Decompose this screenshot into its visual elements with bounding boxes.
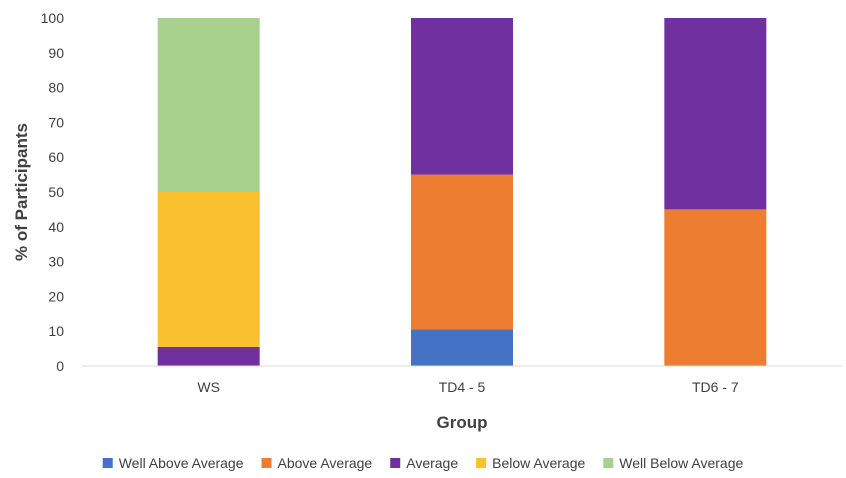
bar-segment-average: [664, 18, 767, 210]
bar-segment-above-average: [411, 174, 513, 330]
x-tick-label: TD6 - 7: [692, 379, 739, 395]
x-axis-title: Group: [437, 413, 488, 432]
bar-segment-well-above-average: [411, 329, 513, 366]
y-tick-label: 100: [41, 10, 65, 26]
x-axis-ticks: WS TD4 - 5 TD6 - 7: [197, 379, 738, 395]
legend: Well Above Average Above Average Average Be…: [102, 455, 743, 471]
bar-segment-average: [157, 346, 260, 366]
legend-swatch: [476, 458, 487, 468]
y-tick-label: 50: [48, 184, 64, 200]
legend-swatch: [603, 458, 614, 468]
legend-swatch: [102, 458, 113, 468]
legend-swatch: [390, 458, 401, 468]
x-tick-label: TD4 - 5: [439, 379, 486, 395]
legend-label: Average: [406, 455, 458, 471]
y-axis-title: % of Participants: [12, 123, 31, 261]
y-axis-ticks: 0 10 20 30 40 50 60 70 80 90 100: [41, 10, 65, 374]
y-tick-label: 70: [48, 114, 64, 130]
bar-segment-well-below-average: [157, 18, 260, 192]
bars: [157, 18, 767, 366]
y-tick-label: 80: [48, 80, 64, 96]
y-tick-label: 10: [48, 323, 64, 339]
bar-segment-below-average: [157, 192, 260, 347]
y-tick-label: 90: [48, 45, 64, 61]
y-tick-label: 20: [48, 288, 64, 304]
legend-label: Below Average: [492, 455, 585, 471]
bar-segment-above-average: [664, 209, 767, 366]
legend-label: Well Below Average: [619, 455, 743, 471]
x-tick-label: WS: [197, 379, 220, 395]
legend-label: Well Above Average: [119, 455, 244, 471]
legend-swatch: [261, 458, 272, 468]
bar-segment-average: [411, 18, 513, 175]
y-tick-label: 30: [48, 254, 64, 270]
legend-label: Above Average: [278, 455, 373, 471]
y-tick-label: 40: [48, 219, 64, 235]
y-tick-label: 0: [56, 358, 64, 374]
y-tick-label: 60: [48, 149, 64, 165]
